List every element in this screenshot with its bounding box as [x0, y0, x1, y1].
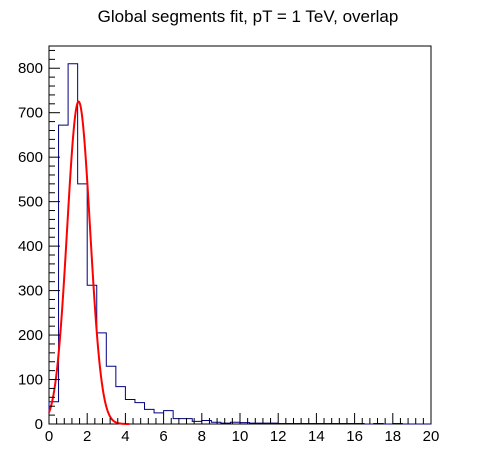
y-tick-label: 800: [18, 60, 43, 77]
x-tick-label: 8: [198, 428, 206, 445]
histogram-bin-3: [78, 184, 88, 424]
fit-curve: [48, 100, 130, 425]
y-tick-label: 300: [18, 283, 43, 300]
y-tick-label: 500: [18, 194, 43, 211]
x-tick-label: 16: [346, 428, 363, 445]
histogram-bin-14: [183, 419, 193, 424]
x-tick-label: 14: [308, 428, 325, 445]
y-tick-label: 400: [18, 238, 43, 255]
x-tick-label: 0: [45, 428, 53, 445]
y-tick-label: 0: [35, 416, 43, 433]
histogram-bin-21: [250, 423, 260, 424]
y-tick-label: 700: [18, 105, 43, 122]
x-tick-label: 6: [159, 428, 167, 445]
x-tick-label: 2: [83, 428, 91, 445]
histogram-bin-22: [259, 423, 269, 424]
x-tick-label: 18: [384, 428, 401, 445]
histogram-bin-18: [221, 423, 231, 424]
chart-title: Global segments fit, pT = 1 TeV, overlap: [98, 7, 399, 26]
x-tick-label: 20: [423, 428, 440, 445]
histogram-bin-9: [135, 403, 145, 424]
histogram-bin-10: [145, 409, 155, 424]
histogram-bin-17: [211, 422, 221, 424]
y-tick-label: 200: [18, 327, 43, 344]
x-tick-label: 10: [232, 428, 249, 445]
x-tick-label: 12: [270, 428, 287, 445]
x-tick-label: 4: [121, 428, 129, 445]
histogram-bin-13: [173, 419, 183, 424]
plot-area: 0 2 4 6 8 10 12 14 16 18 2001002003004005006007008…: [18, 45, 440, 445]
y-tick-label: 100: [18, 372, 43, 389]
y-tick-label: 600: [18, 149, 43, 166]
histogram-series: [48, 63, 431, 425]
histogram-bin-2: [68, 64, 78, 424]
histogram-bin-6: [106, 366, 116, 424]
